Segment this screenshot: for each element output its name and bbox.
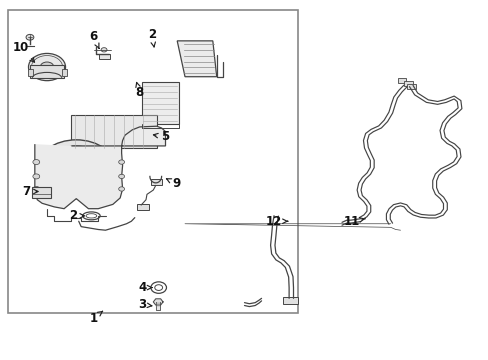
Polygon shape bbox=[177, 41, 216, 77]
Polygon shape bbox=[35, 126, 165, 209]
Text: 12: 12 bbox=[265, 215, 287, 228]
Text: 3: 3 bbox=[138, 298, 152, 311]
Polygon shape bbox=[153, 299, 163, 305]
Bar bbox=[30, 65, 64, 78]
Circle shape bbox=[26, 35, 34, 40]
Bar bbox=[397, 78, 406, 83]
Bar bbox=[142, 82, 178, 124]
Circle shape bbox=[119, 160, 124, 164]
Text: 10: 10 bbox=[13, 41, 35, 62]
Circle shape bbox=[40, 62, 54, 72]
Text: 2: 2 bbox=[147, 28, 156, 47]
Text: 4: 4 bbox=[138, 281, 152, 294]
Text: 9: 9 bbox=[166, 177, 180, 190]
Circle shape bbox=[36, 140, 116, 199]
Circle shape bbox=[101, 48, 107, 52]
Bar bbox=[403, 81, 412, 86]
Bar bbox=[28, 69, 33, 76]
Text: 6: 6 bbox=[89, 30, 99, 49]
Text: 11: 11 bbox=[343, 215, 365, 228]
Circle shape bbox=[33, 174, 40, 179]
Text: 8: 8 bbox=[135, 82, 143, 99]
Circle shape bbox=[33, 186, 40, 192]
Text: 5: 5 bbox=[153, 130, 169, 144]
Bar bbox=[137, 204, 149, 211]
Text: 7: 7 bbox=[22, 185, 38, 198]
Circle shape bbox=[119, 174, 124, 179]
Bar bbox=[71, 116, 157, 148]
Bar bbox=[407, 84, 415, 89]
Bar bbox=[283, 297, 297, 304]
Bar bbox=[8, 10, 298, 313]
Circle shape bbox=[119, 187, 124, 191]
Circle shape bbox=[33, 159, 40, 165]
Text: 1: 1 bbox=[89, 311, 102, 325]
Bar bbox=[99, 54, 110, 59]
Bar bbox=[151, 179, 161, 185]
Bar bbox=[32, 187, 51, 198]
Circle shape bbox=[28, 53, 65, 81]
Text: 2: 2 bbox=[69, 210, 84, 222]
Circle shape bbox=[66, 162, 86, 176]
Bar bbox=[61, 69, 66, 76]
